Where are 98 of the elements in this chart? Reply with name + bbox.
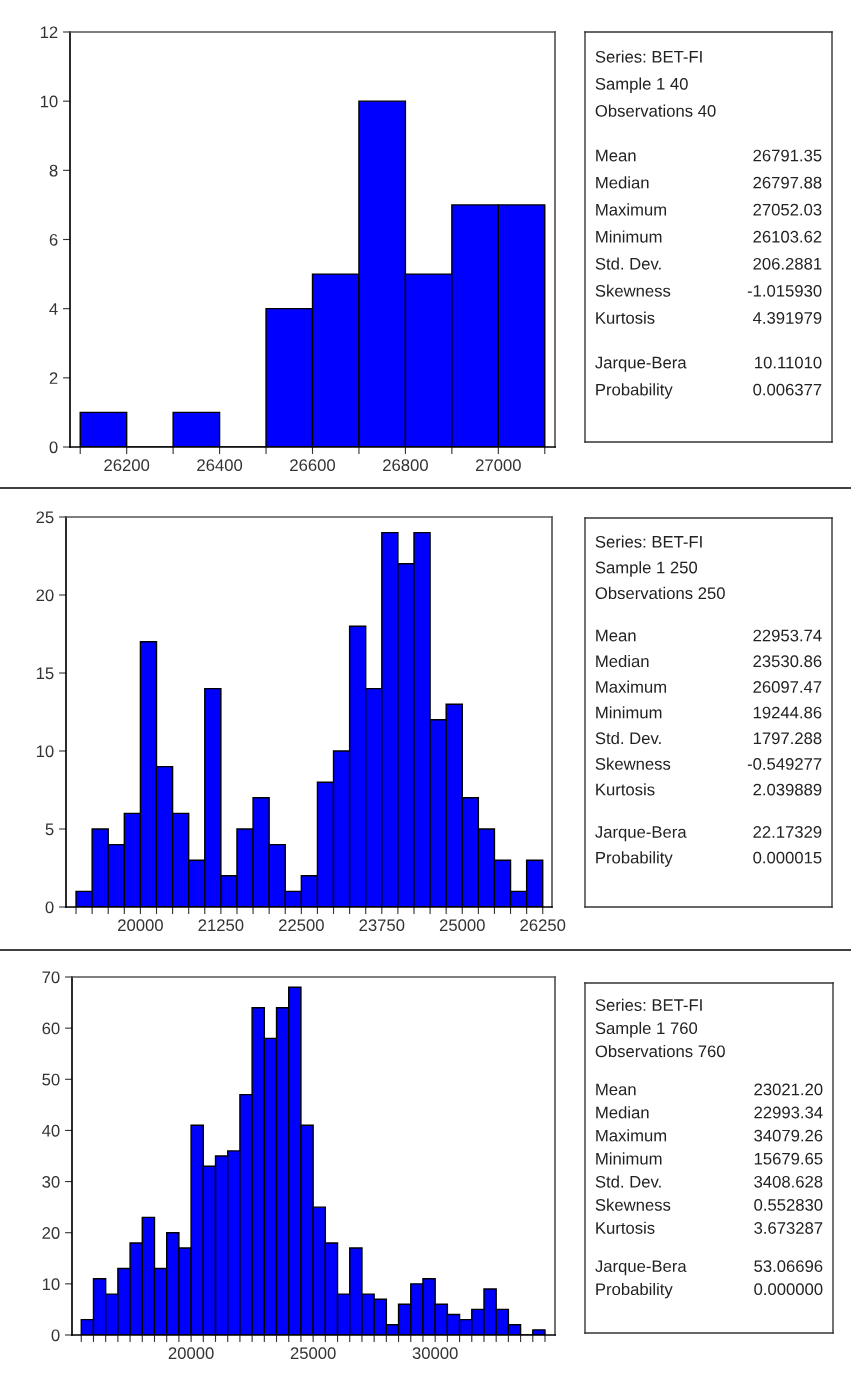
text: Jarque-Bera [595, 1260, 687, 1276]
text: Skewness [595, 1198, 671, 1211]
text: Median [596, 176, 649, 189]
text: Kurtosis [596, 1221, 655, 1234]
text: 26791.35 [753, 149, 822, 162]
text: Std. Dev. [595, 257, 661, 270]
y-tick-label: 25 [36, 511, 54, 524]
text: Std. Dev. [595, 731, 661, 745]
text: Jarque-Bera [595, 826, 687, 842]
y-tick-label: 20 [42, 1227, 60, 1239]
y-tick-label: 40 [42, 1124, 60, 1137]
text: 22953.74 [753, 629, 822, 642]
y-tick-label: 4 [49, 303, 58, 315]
text: 0.000015 [753, 851, 822, 864]
text: 2.039889 [753, 783, 822, 796]
text: Probability [596, 851, 673, 867]
text: Jarque-Bera [595, 356, 687, 372]
text: Median [596, 654, 649, 668]
y-tick-label: 10 [42, 1278, 60, 1291]
text: 27052.03 [753, 203, 822, 216]
text: 23021.20 [754, 1083, 823, 1096]
y-tick-label: 8 [49, 164, 58, 177]
y-tick-label: 0 [51, 1329, 60, 1342]
x-tick-label: 26600 [290, 459, 336, 472]
text: 4.391979 [753, 312, 822, 324]
y-tick-label: 2 [49, 372, 58, 384]
text: Observations 250 [595, 586, 725, 600]
x-tick-label: 26250 [520, 919, 566, 932]
text: Sample 1 40 [595, 77, 688, 94]
text: Minimum [596, 230, 662, 243]
text: Observations 760 [595, 1044, 725, 1058]
x-tick-label: 30000 [412, 1347, 458, 1360]
text: -1.015930 [747, 284, 822, 297]
text: Median [596, 1106, 649, 1119]
text: Probability [596, 383, 673, 399]
x-tick-label: 23750 [359, 919, 405, 932]
y-tick-label: 0 [45, 901, 54, 914]
y-tick-label: 6 [49, 233, 58, 246]
text: Observations 40 [595, 104, 716, 117]
text: Minimum [596, 1152, 662, 1165]
text: 0.000000 [754, 1283, 823, 1296]
y-tick-label: 10 [36, 745, 54, 758]
text: 0.006377 [753, 383, 822, 396]
text: 10.11010 [755, 356, 822, 369]
text: Skewness [595, 284, 671, 297]
text: Minimum [596, 706, 662, 719]
text: 34079.26 [754, 1129, 823, 1142]
y-tick-label: 12 [40, 26, 58, 39]
text: Probability [596, 1282, 673, 1299]
y-tick-label: 30 [42, 1175, 60, 1188]
text: 26097.47 [753, 681, 822, 693]
text: 19244.86 [753, 706, 822, 719]
y-tick-label: 20 [36, 589, 54, 602]
text: Kurtosis [596, 311, 655, 324]
text: 15679.65 [754, 1152, 823, 1165]
text: 3408.628 [754, 1175, 823, 1188]
text: Series: BET-FI [595, 535, 702, 548]
text: Sample 1 250 [595, 561, 698, 577]
x-tick-label: 25000 [439, 919, 485, 932]
text: Maximum [596, 680, 667, 693]
y-tick-label: 70 [42, 971, 60, 984]
y-tick-label: 15 [36, 667, 54, 680]
x-tick-label: 20000 [168, 1347, 214, 1360]
y-tick-label: 5 [45, 823, 54, 836]
x-tick-label: 27000 [475, 459, 521, 472]
text: 22.17329 [753, 826, 822, 838]
text: Kurtosis [596, 783, 655, 796]
text: Maximum [596, 1129, 667, 1142]
text: Series: BET-FI [595, 50, 702, 63]
x-tick-label: 26800 [383, 459, 428, 472]
x-tick-label: 25000 [290, 1347, 336, 1360]
x-tick-label: 20000 [118, 919, 163, 932]
text: Std. Dev. [595, 1175, 661, 1188]
text: Series: BET-FI [595, 998, 702, 1011]
text: 1797.288 [753, 732, 822, 745]
text: 23530.86 [753, 655, 822, 668]
x-tick-label: 26400 [197, 459, 243, 472]
x-tick-label: 21250 [198, 919, 244, 932]
y-tick-label: 50 [42, 1073, 60, 1086]
x-tick-label: 26200 [104, 459, 150, 472]
text: 0.552830 [754, 1199, 823, 1211]
text: -0.549277 [747, 758, 822, 770]
text: Mean [596, 1083, 636, 1096]
text: 22993.34 [754, 1106, 823, 1119]
text: 53.06696 [754, 1260, 823, 1273]
text: 26103.62 [753, 230, 822, 243]
text: Sample 1 760 [595, 1021, 698, 1038]
text: Mean [596, 149, 636, 162]
y-tick-label: 0 [49, 441, 58, 454]
text: Maximum [596, 203, 667, 216]
text: 206.2881 [753, 257, 822, 270]
text: Mean [596, 629, 636, 642]
text: 3.673287 [754, 1222, 823, 1234]
x-tick-label: 22500 [279, 919, 324, 932]
y-tick-label: 10 [40, 95, 58, 108]
text: Skewness [595, 757, 671, 770]
y-tick-label: 60 [42, 1022, 60, 1035]
text: 26797.88 [753, 176, 822, 189]
